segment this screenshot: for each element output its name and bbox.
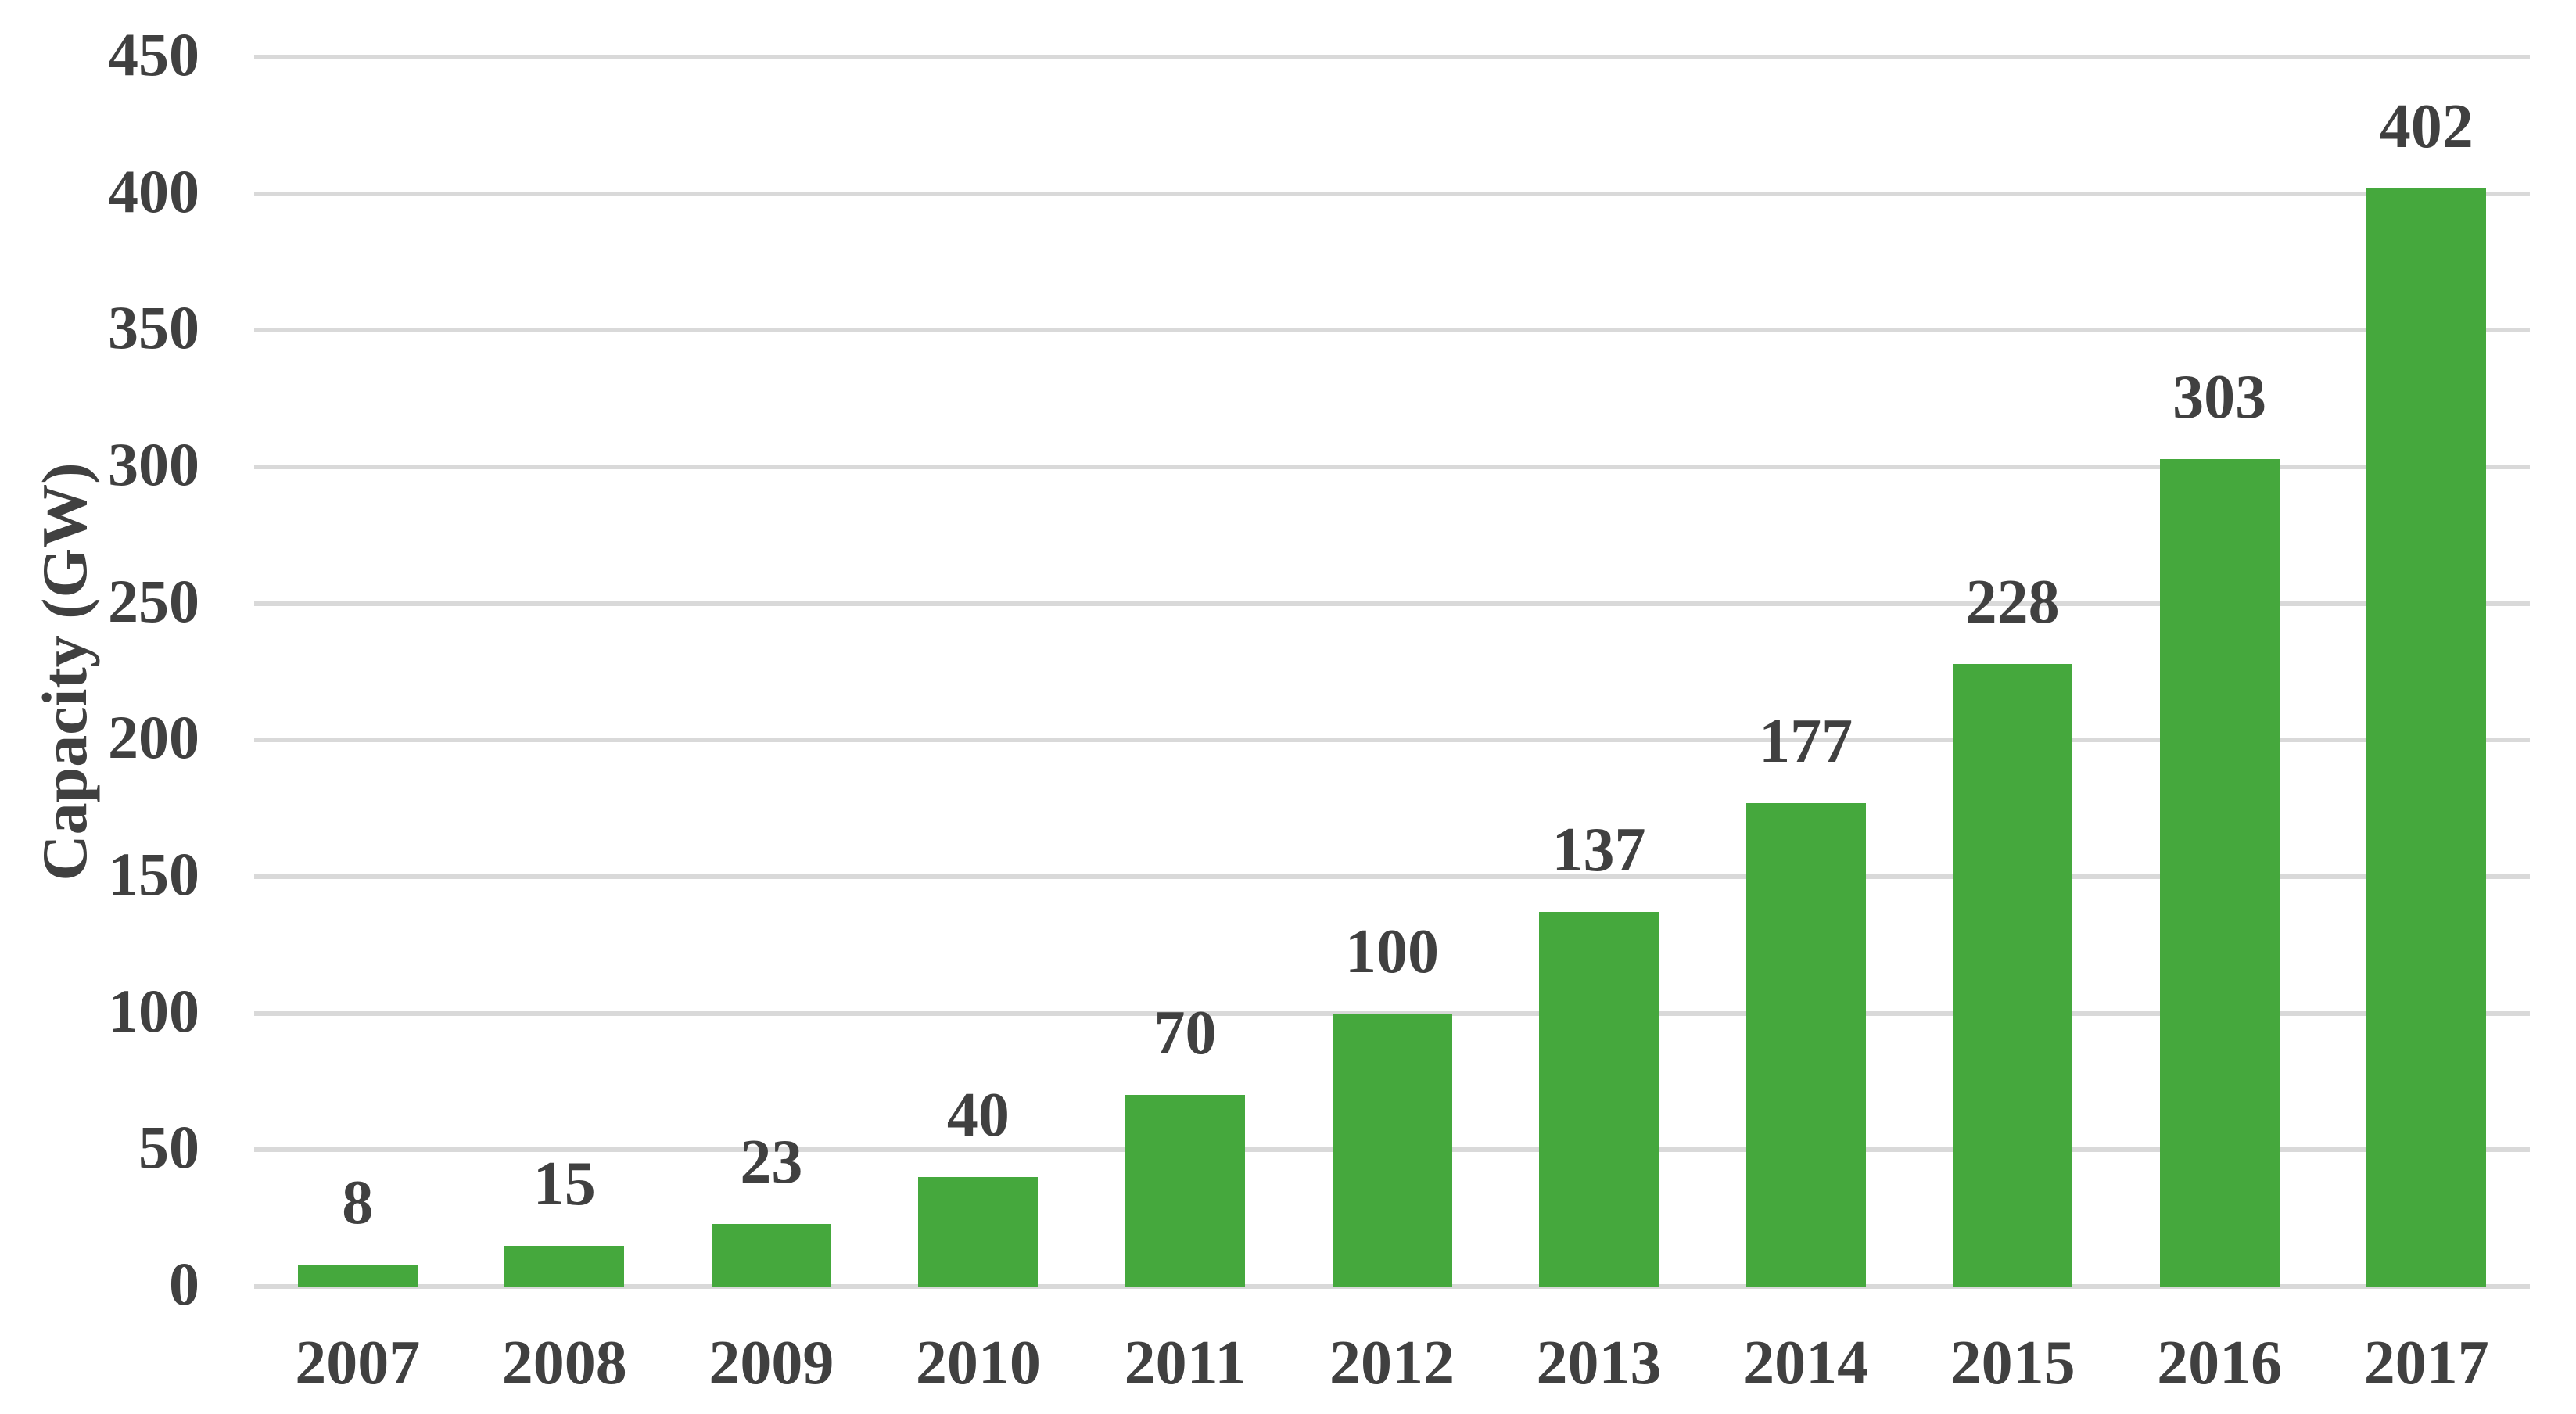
bar (504, 1245, 625, 1287)
x-axis-label: 2012 (1329, 1329, 1455, 1398)
y-axis-tick-label: 250 (108, 566, 199, 635)
bar (2366, 188, 2487, 1287)
gridline (254, 465, 2530, 469)
bar (918, 1177, 1039, 1287)
bar (2159, 458, 2280, 1287)
bar-value-label: 228 (1965, 567, 2060, 637)
y-axis-tick-label: 400 (108, 156, 199, 225)
gridline (254, 55, 2530, 59)
y-axis-tick-label: 0 (169, 1250, 199, 1318)
bar-value-label: 137 (1552, 816, 1646, 885)
x-axis-label: 2008 (501, 1329, 627, 1398)
y-axis-tick-label: 50 (138, 1113, 199, 1182)
bar-value-label: 402 (2379, 92, 2474, 161)
gridline (254, 328, 2530, 333)
bar-value-label: 70 (1153, 999, 1217, 1068)
x-axis-label: 2016 (2157, 1329, 2283, 1398)
bar-value-label: 177 (1759, 706, 1853, 776)
bar (1125, 1095, 1245, 1287)
gridline (254, 1284, 2530, 1289)
x-axis-label: 2010 (915, 1329, 1041, 1398)
bar-value-label: 23 (740, 1127, 803, 1197)
x-axis-label: 2013 (1536, 1329, 1662, 1398)
y-axis-tick-label: 350 (108, 293, 199, 362)
gridline (254, 191, 2530, 196)
gridline (254, 738, 2530, 743)
bar (1332, 1013, 1452, 1287)
x-axis-label: 2007 (295, 1329, 421, 1398)
bar (711, 1223, 831, 1287)
x-axis-label: 2011 (1124, 1329, 1247, 1398)
bar-value-label: 40 (946, 1081, 1010, 1150)
bar (1745, 802, 1866, 1287)
bar-value-label: 303 (2172, 362, 2267, 432)
y-axis-tick-label: 200 (108, 703, 199, 772)
bar (297, 1265, 418, 1287)
y-axis-tick-label: 150 (108, 840, 199, 908)
bar (1539, 912, 1659, 1287)
y-axis-tick-label: 450 (108, 20, 199, 88)
bar-value-label: 8 (342, 1168, 374, 1238)
x-axis-label: 2015 (1950, 1329, 2076, 1398)
gridline (254, 601, 2530, 606)
bar-value-label: 15 (533, 1149, 596, 1218)
x-axis-label: 2009 (709, 1329, 834, 1398)
bar (1953, 663, 2073, 1287)
y-axis-tick-label: 100 (108, 976, 199, 1045)
y-axis-tick-label: 300 (108, 430, 199, 498)
x-axis-label: 2017 (2363, 1329, 2489, 1398)
bar-value-label: 100 (1344, 917, 1439, 986)
gridline (254, 874, 2530, 879)
x-axis-label: 2014 (1743, 1329, 1869, 1398)
